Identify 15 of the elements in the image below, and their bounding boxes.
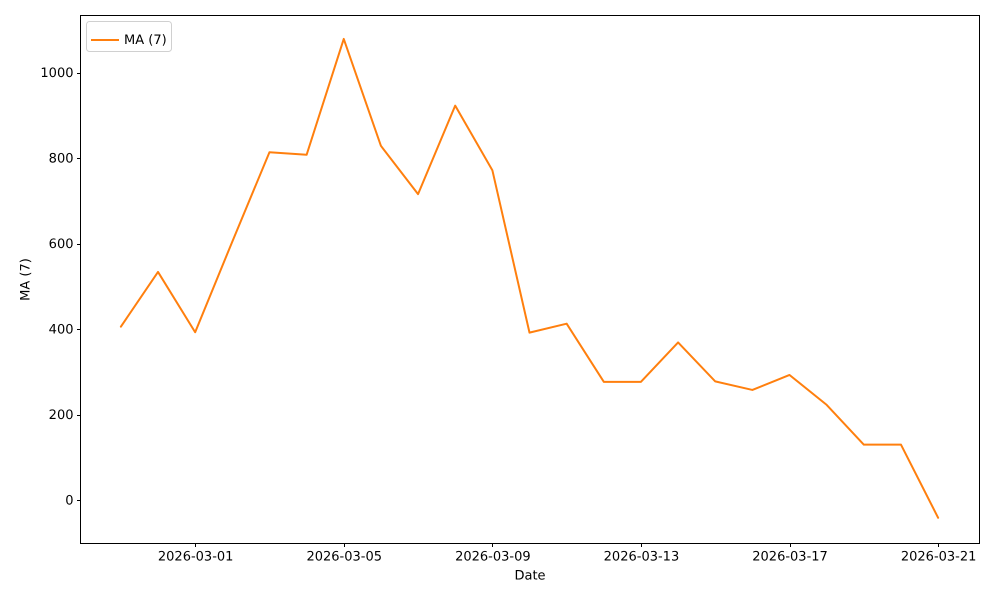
y-axis-title: MA (7): [18, 258, 34, 301]
y-tick-label: 800: [48, 152, 74, 167]
x-tick-label: 2026-03-17: [752, 550, 828, 564]
legend-label: MA (7): [124, 33, 167, 48]
y-tick-label: 1000: [40, 66, 74, 82]
x-tick-label: 2026-03-05: [306, 550, 382, 564]
y-tick-label: 400: [48, 322, 74, 338]
y-tick-label: 200: [48, 408, 74, 424]
x-tick-label: 2026-03-09: [455, 550, 531, 564]
x-axis-title: Date: [514, 568, 546, 584]
y-tick-label: 0: [65, 494, 74, 509]
x-tick-label: 2026-03-21: [900, 550, 976, 564]
y-tick-label: 600: [48, 237, 74, 252]
x-tick-label: 2026-03-01: [158, 550, 234, 564]
x-tick-label: 2026-03-13: [604, 550, 680, 564]
